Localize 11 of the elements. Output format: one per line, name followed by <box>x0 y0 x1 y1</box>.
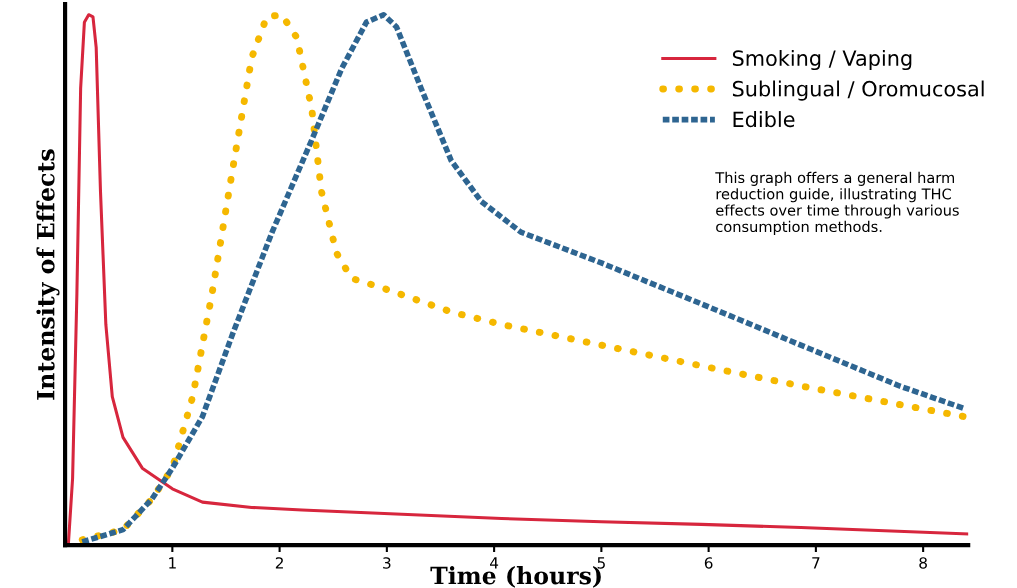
annotation: This graph offers a general harm reduction guide, illustrating THC effects over time through various consumption methods. <box>715 171 959 235</box>
legend-label: Edible <box>733 111 795 128</box>
legend-label: Smoking / Vaping <box>732 49 912 71</box>
x-tick-label: 2 <box>275 557 283 569</box>
y-axis-title: Intensity of Effects <box>36 149 60 400</box>
x-tick-label: 1 <box>169 557 176 569</box>
x-tick-label: 3 <box>383 557 391 569</box>
x-tick-label: 6 <box>704 557 713 569</box>
x-tick-label: 8 <box>919 557 927 569</box>
x-tick-label: 7 <box>812 557 820 569</box>
legend-label: Sublingual / Oromucosal <box>732 80 984 101</box>
